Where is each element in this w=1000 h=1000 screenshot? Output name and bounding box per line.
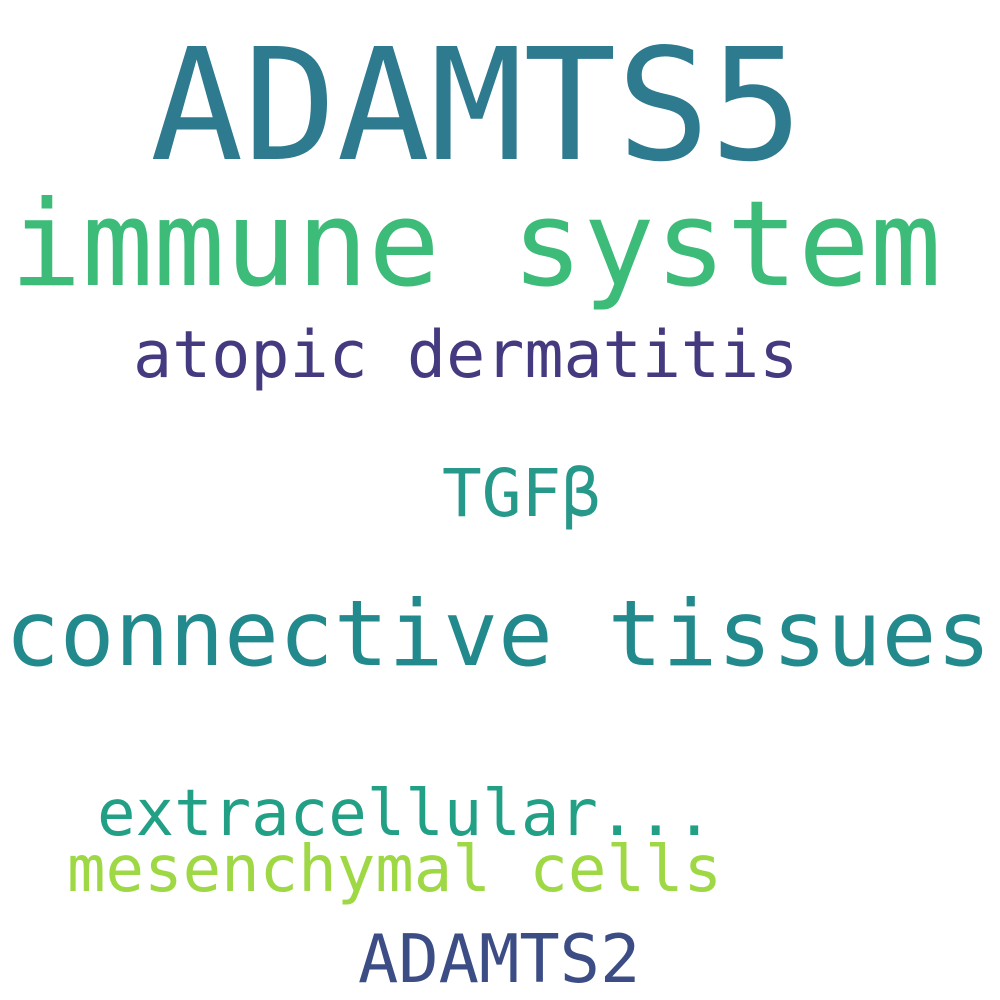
word-tgfb: TGFβ [442, 455, 601, 532]
word-mesenchymal-cells: mesenchymal cells [67, 833, 723, 907]
word-adamts2: ADAMTS2 [358, 920, 641, 998]
word-immune-system: immune system [10, 176, 942, 314]
word-adamts5: ADAMTS5 [150, 15, 804, 196]
word-extracellular: extracellular... [97, 777, 714, 851]
word-atopic-dermatitis: atopic dermatitis [133, 318, 799, 393]
word-connective-tissues: connective tissues [5, 582, 992, 687]
